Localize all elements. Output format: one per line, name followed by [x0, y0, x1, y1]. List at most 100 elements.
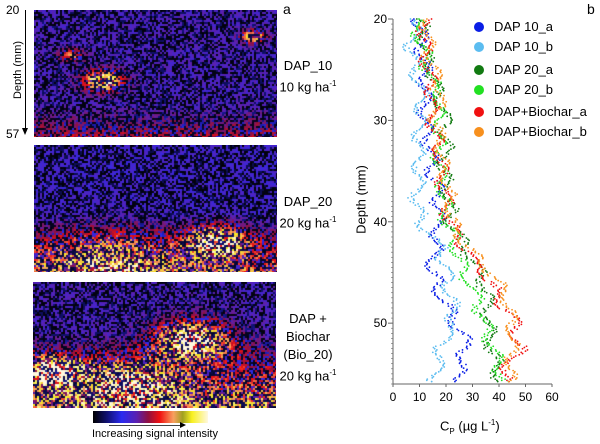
data-point: [483, 347, 485, 350]
data-point: [432, 132, 435, 135]
data-point: [454, 221, 457, 224]
data-point: [421, 43, 424, 46]
data-point: [516, 373, 519, 376]
data-point: [491, 294, 494, 297]
data-point: [425, 58, 428, 61]
data-point: [424, 70, 427, 73]
data-point: [448, 194, 451, 197]
data-point: [424, 123, 427, 126]
data-point: [447, 168, 450, 171]
data-point: [423, 217, 425, 220]
data-point: [443, 198, 446, 200]
data-point: [454, 255, 457, 258]
data-point: [423, 52, 426, 54]
data-point: [489, 372, 492, 374]
data-point: [503, 356, 506, 359]
data-point: [434, 125, 437, 127]
data-point: [492, 296, 495, 299]
data-point: [420, 149, 423, 152]
data-point: [439, 212, 442, 215]
data-point: [426, 212, 429, 215]
data-point: [420, 63, 423, 65]
data-point: [441, 301, 444, 304]
data-point: [444, 244, 446, 247]
data-point: [500, 280, 502, 283]
data-point: [440, 106, 442, 109]
data-point: [495, 328, 497, 331]
data-point: [442, 245, 445, 248]
data-point: [414, 37, 417, 40]
data-point: [445, 100, 448, 103]
data-point: [426, 76, 429, 79]
label-line: (Bio_20): [283, 347, 333, 362]
data-point: [425, 267, 428, 270]
data-point: [502, 299, 505, 301]
data-point: [444, 280, 447, 283]
data-point: [439, 93, 442, 96]
x-tick-label: 60: [545, 390, 559, 404]
data-point: [504, 310, 507, 312]
data-point: [498, 288, 501, 290]
data-point: [423, 25, 426, 28]
data-point: [521, 352, 524, 355]
data-point: [417, 188, 419, 191]
data-point: [413, 69, 415, 71]
data-point: [448, 268, 451, 271]
data-point: [433, 347, 436, 350]
data-point: [447, 138, 450, 141]
data-point: [451, 221, 454, 224]
data-point: [482, 278, 484, 281]
data-point: [503, 359, 505, 362]
data-point: [448, 220, 451, 222]
data-point: [427, 122, 429, 125]
y-tick-label: 40: [374, 215, 388, 229]
data-point: [508, 364, 511, 367]
data-point: [495, 284, 498, 287]
data-point: [482, 318, 485, 321]
data-point: [413, 110, 415, 113]
data-point: [437, 226, 440, 228]
data-point: [456, 328, 459, 331]
data-point: [478, 299, 481, 301]
data-point: [433, 115, 435, 118]
data-point: [450, 330, 453, 333]
data-point: [440, 217, 443, 220]
data-point: [509, 352, 512, 355]
data-point: [487, 332, 490, 334]
data-point: [454, 233, 457, 236]
data-point: [447, 190, 450, 193]
data-point: [415, 113, 417, 115]
data-point: [431, 52, 434, 54]
data-point: [409, 41, 412, 44]
data-point: [405, 42, 408, 45]
data-point: [500, 379, 503, 382]
data-point: [475, 305, 478, 308]
data-point: [417, 26, 420, 29]
data-point: [467, 238, 469, 241]
data-point: [481, 257, 484, 260]
data-point: [441, 86, 444, 89]
data-point: [490, 350, 493, 353]
data-point: [428, 233, 431, 236]
data-point: [444, 341, 447, 344]
data-point: [458, 305, 461, 308]
data-point: [437, 72, 439, 75]
data-point: [435, 372, 437, 374]
data-point: [422, 19, 425, 22]
data-point: [420, 227, 422, 230]
legend-item: DAP 20_a: [474, 62, 553, 77]
data-point: [450, 324, 453, 327]
data-point: [506, 357, 509, 360]
data-point: [467, 246, 469, 249]
data-point: [520, 321, 523, 323]
data-point: [435, 147, 437, 149]
data-point: [500, 363, 503, 366]
legend-marker-icon: [474, 84, 484, 95]
data-point: [432, 286, 435, 289]
data-point: [440, 187, 443, 190]
data-point: [458, 362, 461, 365]
data-point: [437, 193, 440, 196]
data-point: [495, 357, 498, 360]
data-point: [438, 192, 441, 194]
data-point: [428, 147, 431, 149]
